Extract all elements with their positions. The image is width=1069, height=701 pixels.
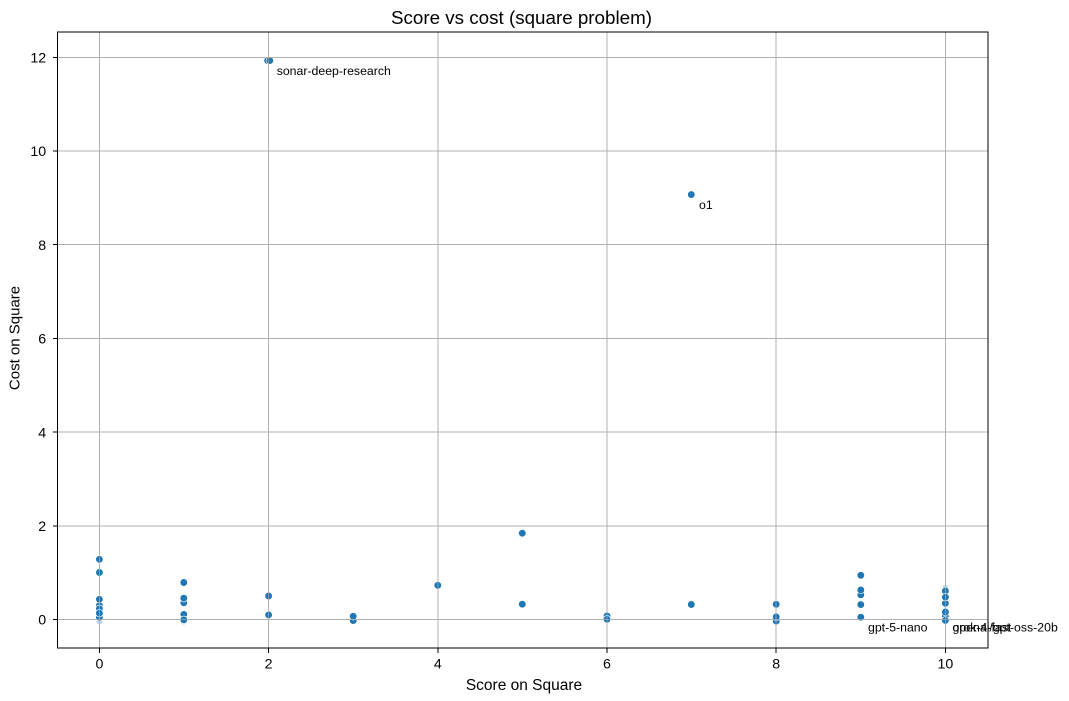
svg-text:Cost on Square: Cost on Square [7,286,24,390]
svg-text:10: 10 [938,656,954,672]
svg-text:gpt-5-nano: gpt-5-nano [868,621,928,635]
svg-text:Score on Square: Score on Square [466,677,582,694]
svg-text:6: 6 [603,656,611,672]
svg-text:6: 6 [38,332,46,348]
svg-text:grok-4-fast: grok-4-fast [953,621,1012,635]
svg-text:8: 8 [38,238,46,254]
svg-text:o1: o1 [699,198,713,212]
svg-text:4: 4 [38,425,46,441]
svg-text:2: 2 [265,656,273,672]
svg-text:2: 2 [38,519,46,535]
svg-text:0: 0 [95,656,103,672]
svg-text:12: 12 [30,50,46,66]
svg-text:sonar-deep-research: sonar-deep-research [277,64,391,78]
svg-text:4: 4 [434,656,442,672]
svg-text:0: 0 [38,613,46,629]
svg-text:openai/gpt-oss-20b: openai/gpt-oss-20b [953,621,1058,635]
svg-text:8: 8 [772,656,780,672]
svg-text:Score vs cost (square problem): Score vs cost (square problem) [391,7,652,28]
svg-text:10: 10 [30,144,46,160]
